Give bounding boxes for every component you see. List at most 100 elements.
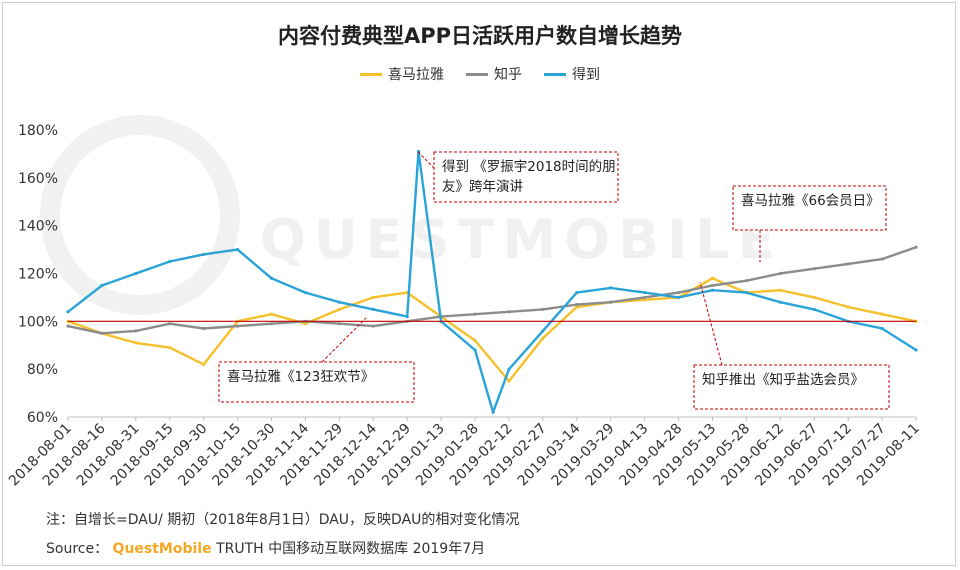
data-point-zhihu — [744, 279, 749, 283]
legend-label-ximalaya: 喜马拉雅 — [388, 67, 444, 83]
data-point-dedao — [778, 300, 782, 304]
data-point-ximalaya — [337, 307, 341, 311]
data-point-dedao — [812, 307, 816, 311]
data-point-dedao — [337, 300, 341, 304]
data-point-ximalaya — [371, 295, 375, 300]
source-rest: TRUTH 中国移动互联网数据库 2019年7月 — [216, 541, 486, 557]
data-point-ximalaya — [168, 346, 172, 350]
data-point-ximalaya — [473, 338, 477, 343]
y-tick-label: 180% — [18, 123, 58, 139]
ann-dedao-box — [433, 151, 619, 203]
watermark-text: QUESTMOBILE — [260, 208, 783, 271]
data-point-ximalaya — [541, 336, 545, 340]
ann-zhihu-text: 知乎推出《知乎盐选会员》 — [702, 371, 864, 388]
legend-item-ximalaya: 喜马拉雅 — [360, 64, 444, 84]
data-point-dedao — [371, 307, 375, 311]
watermark: QUESTMOBILE — [40, 115, 783, 315]
legend-label-dedao: 得到 — [572, 67, 600, 83]
legend-item-zhihu: 知乎 — [466, 64, 522, 84]
data-point-zhihu — [337, 322, 341, 326]
ann-ximalaya-123-box — [218, 361, 415, 403]
y-tick-label: 160% — [18, 171, 58, 187]
data-point-zhihu — [880, 257, 884, 261]
data-point-ximalaya — [202, 362, 206, 366]
data-point-dedao — [609, 286, 613, 290]
data-point-zhihu — [202, 326, 206, 331]
data-point-zhihu — [676, 291, 681, 295]
ann-dedao-text: 友》跨年演讲 — [442, 179, 523, 195]
data-point-zhihu — [609, 300, 613, 304]
data-point-dedao — [405, 314, 409, 319]
series-line-ximalaya — [67, 277, 917, 383]
chart-title: 内容付费典型APP日活跃用户数自增长趋势 — [277, 24, 683, 48]
legend-label-zhihu: 知乎 — [494, 67, 522, 83]
footnote: 注：自增长=DAU/ 期初（2018年8月1日）DAU，反映DAU的相对变化情况 — [46, 512, 520, 528]
data-point-zhihu — [236, 324, 240, 328]
y-tick-label: 140% — [18, 219, 58, 235]
ann-ximalaya-123-text: 喜马拉雅《123狂欢节》 — [227, 369, 374, 385]
legend-swatch-dedao — [544, 72, 566, 76]
data-point-ximalaya — [812, 295, 816, 300]
series-line-zhihu — [67, 246, 917, 335]
ann-dedao-leader — [417, 151, 435, 169]
ann-ximalaya-66-text: 喜马拉雅《66会员日》 — [741, 193, 880, 209]
data-point-dedao — [100, 283, 104, 288]
data-point-ximalaya — [710, 276, 715, 280]
data-point-ximalaya — [880, 312, 884, 316]
data-point-dedao — [710, 288, 715, 292]
watermark-ring — [40, 115, 240, 315]
data-point-zhihu — [507, 310, 511, 314]
ann-dedao-text: 得到 《罗振宇2018时间的朋 — [442, 158, 616, 175]
data-point-dedao — [236, 247, 240, 252]
legend-item-dedao: 得到 — [544, 64, 600, 84]
data-point-ximalaya — [643, 298, 647, 302]
data-point-dedao — [269, 276, 274, 280]
data-point-dedao — [541, 329, 545, 333]
data-point-dedao — [914, 348, 918, 352]
annotations: 得到 《罗振宇2018时间的朋友》跨年演讲喜马拉雅《66会员日》喜马拉雅《123… — [218, 151, 890, 410]
ann-ximalaya-66-box — [732, 185, 887, 231]
data-point-dedao — [744, 291, 749, 295]
ann-zhihu-leader — [699, 281, 723, 366]
ann-ximalaya-123-leader — [321, 317, 367, 363]
ann-zhihu-box — [693, 364, 890, 410]
series-lines — [66, 149, 918, 414]
data-point-dedao — [880, 326, 884, 331]
data-point-ximalaya — [303, 322, 308, 326]
data-point-zhihu — [710, 283, 715, 288]
data-point-ximalaya — [778, 288, 782, 292]
y-tick-label: 100% — [18, 314, 58, 330]
data-point-zhihu — [541, 307, 545, 311]
data-point-dedao — [643, 291, 647, 295]
data-point-dedao — [134, 271, 138, 276]
data-point-dedao — [507, 367, 511, 371]
data-point-ximalaya — [134, 341, 138, 345]
chart-legend: 喜马拉雅 知乎 得到 — [0, 64, 960, 84]
data-point-zhihu — [575, 302, 579, 307]
legend-swatch-zhihu — [466, 72, 488, 76]
data-point-dedao — [473, 348, 477, 352]
data-point-dedao — [202, 252, 206, 256]
y-tick-label: 120% — [18, 267, 58, 283]
data-point-dedao — [168, 259, 172, 264]
y-tick-label: 60% — [27, 410, 58, 426]
data-point-dedao — [676, 295, 681, 300]
data-point-zhihu — [269, 322, 274, 326]
data-point-zhihu — [100, 331, 104, 335]
data-point-zhihu — [168, 322, 172, 326]
data-point-zhihu — [371, 324, 375, 328]
data-point-dedao — [575, 291, 579, 295]
y-tick-label: 80% — [27, 362, 58, 378]
source-line: Source： QuestMobile TRUTH 中国移动互联网数据库 201… — [46, 538, 485, 558]
data-point-ximalaya — [507, 379, 511, 383]
data-point-zhihu — [643, 295, 647, 300]
data-point-zhihu — [66, 324, 70, 328]
data-point-zhihu — [914, 245, 918, 249]
data-point-zhihu — [473, 312, 477, 316]
data-point-ximalaya — [269, 312, 274, 316]
source-brand: QuestMobile — [112, 541, 212, 557]
data-point-dedao — [303, 291, 308, 295]
data-point-zhihu — [134, 329, 138, 333]
